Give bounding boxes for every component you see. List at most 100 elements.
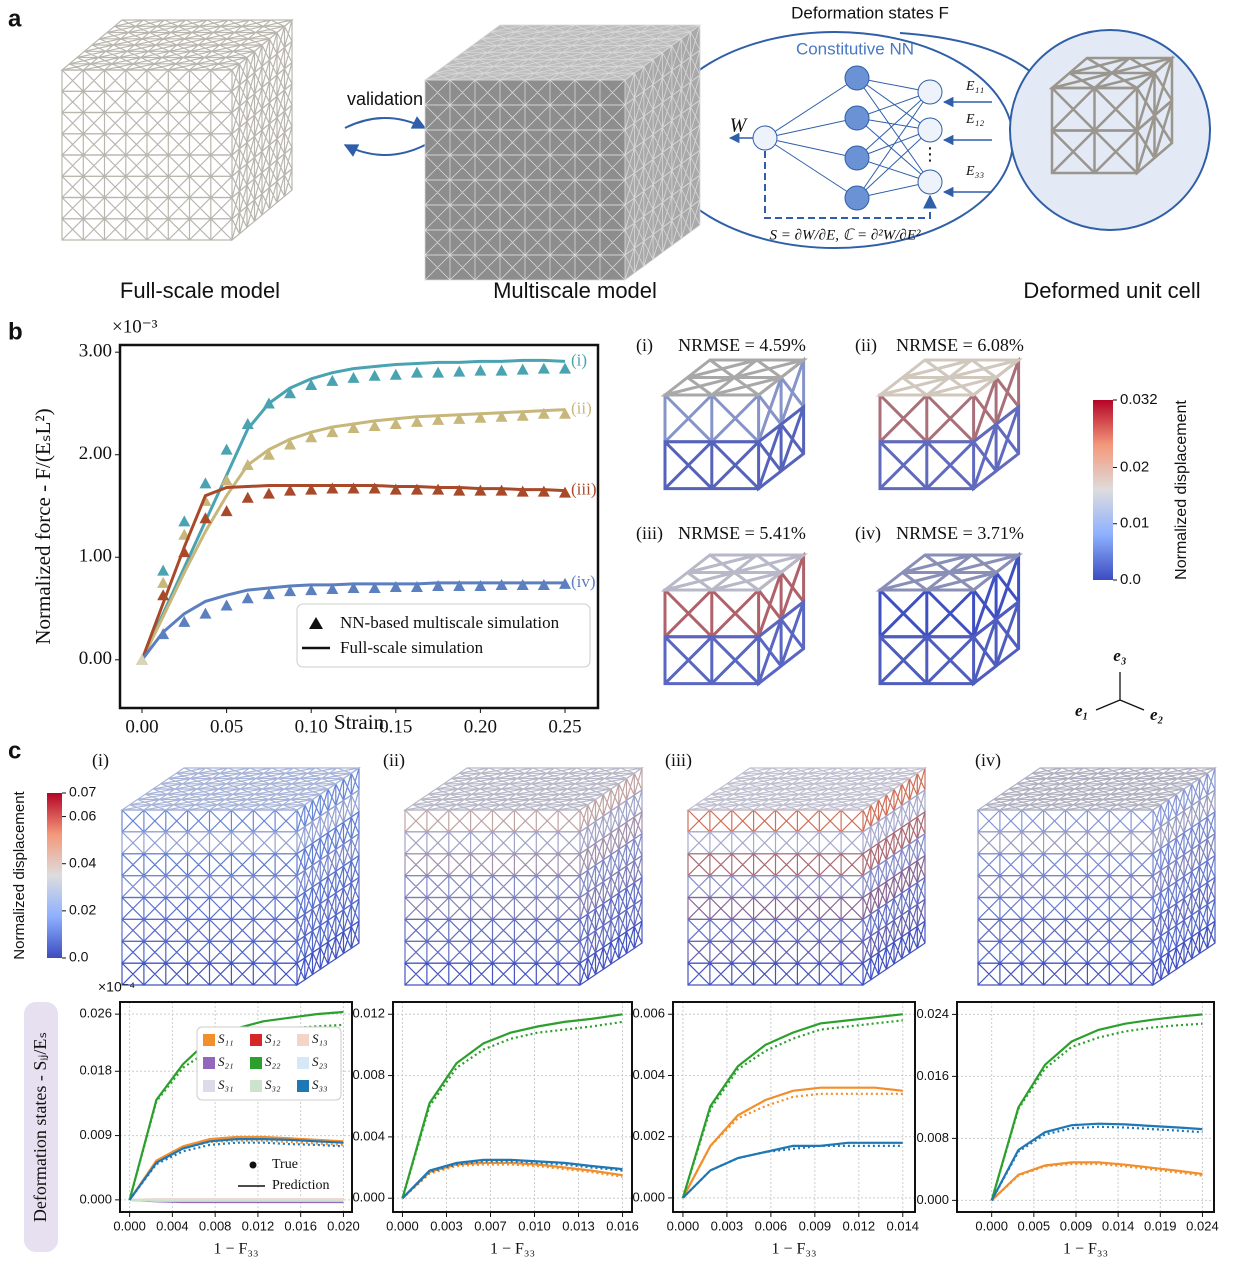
lattice [1050,97,1174,176]
triangle-marker [178,515,191,527]
x-tick-label: 0.000 [667,1218,700,1233]
triangle-marker [537,362,550,374]
node [844,145,870,171]
triangle-marker [389,581,402,592]
legend-swatch [297,1080,309,1092]
node-label: W [730,115,749,137]
formula: S = ∂W/∂E, ℂ = ∂²W/∂E² [769,227,921,243]
true-line [681,1092,903,1199]
y-tick-label: 0.016 [916,1068,949,1083]
x-tick-label: 0.006 [755,1218,788,1233]
x-axis-label: 1 − F₃₃ [213,1241,258,1258]
x-tick-label: 0.10 [295,716,328,737]
x-tick-label: 0.016 [284,1218,317,1233]
node [844,65,870,91]
edge [856,129,931,199]
colorbar-tick-label: 0.02 [69,902,96,918]
x-tick-label: 0.009 [799,1218,832,1233]
node [917,117,943,143]
series-label: (ii) [571,399,592,418]
node [844,105,870,131]
axis-name: e₃ [1113,646,1127,665]
lattice [976,767,1217,811]
legend-swatch [250,1034,262,1046]
triangle-marker [157,628,170,640]
legend-label: S₁₂ [265,1031,281,1046]
caption: Deformation states F [791,3,949,22]
triangle-marker [410,483,423,495]
triangle-marker [284,438,297,450]
triangle-marker [326,426,339,438]
true-line [401,1020,623,1199]
edge [856,117,931,183]
colorbar-tick-label: 0.07 [69,784,96,800]
legend-swatch [203,1034,215,1046]
x-tick-label: 0.005 [1018,1218,1051,1233]
colorbar-tick-label: 0.06 [69,807,96,823]
triangle-marker [389,483,402,495]
nrmse: NRMSE = 3.71% [896,523,1024,543]
axis-name: e₂ [1150,705,1164,724]
nrmse: NRMSE = 6.08% [896,335,1024,355]
colorbar [47,793,62,958]
y-tick-label: 0.008 [916,1130,949,1145]
prediction-line [990,1161,1203,1202]
x-tick-label: 0.010 [518,1218,551,1233]
triangle-marker [241,417,254,429]
legend-label: S₁₃ [312,1031,328,1046]
lattice [686,767,927,811]
prediction-line [681,1013,903,1199]
lattice [423,24,702,81]
true-line [990,1022,1203,1201]
prediction-line [128,1137,344,1201]
triangle-marker [157,576,170,588]
y-tick-label: 0.026 [79,1006,112,1021]
caption: Constitutive NN [796,39,914,58]
triangle-marker [474,411,487,423]
x-tick-label: 0.000 [386,1218,419,1233]
lattice [878,551,1021,640]
caption: Full-scale model [120,278,280,303]
edge [856,91,931,159]
legend-box [296,603,591,668]
caption: Multiscale model [493,278,657,303]
x-tick-label: 0.012 [843,1218,876,1233]
y-axis-label: Deformation states - Sᵢⱼ/Eₛ [30,1032,50,1222]
y-tick-label: 0.000 [916,1192,949,1207]
triangle-marker [495,484,508,496]
triangle-marker [347,422,360,434]
triangle-marker [347,582,360,594]
triangle-marker [410,415,423,427]
y-tick-label: 0.006 [632,1006,665,1021]
triangle-marker [199,477,212,489]
plot-frame [956,1001,1215,1213]
triangle-marker [326,374,339,386]
triangle-marker [516,485,529,497]
node [752,125,778,151]
triangle-marker [135,653,148,665]
x-tick-label: 0.004 [156,1218,189,1233]
y-tick-label: 3.00 [79,341,112,362]
triangle-marker [220,505,233,517]
triangle-marker [453,579,466,591]
lattice [977,919,1216,987]
plot-frame [119,1001,353,1213]
cell-tag: (iv) [855,523,881,544]
legend-swatch [250,1057,262,1069]
triangle-marker [347,371,360,383]
node [917,79,943,105]
triangle-marker [474,579,487,591]
y-axis-label: Normalized force - F/(EₛL²) [31,408,55,644]
series-label: (iv) [571,572,596,591]
triangle-marker [220,599,233,611]
prediction-line [990,1013,1203,1201]
triangle-marker [410,366,423,378]
edge [764,137,858,159]
x-axis-label: Strain [334,710,385,734]
prediction-line [990,1122,1203,1201]
legend-swatch [297,1034,309,1046]
prediction-line [682,1141,903,1199]
triangle-marker [537,578,550,590]
